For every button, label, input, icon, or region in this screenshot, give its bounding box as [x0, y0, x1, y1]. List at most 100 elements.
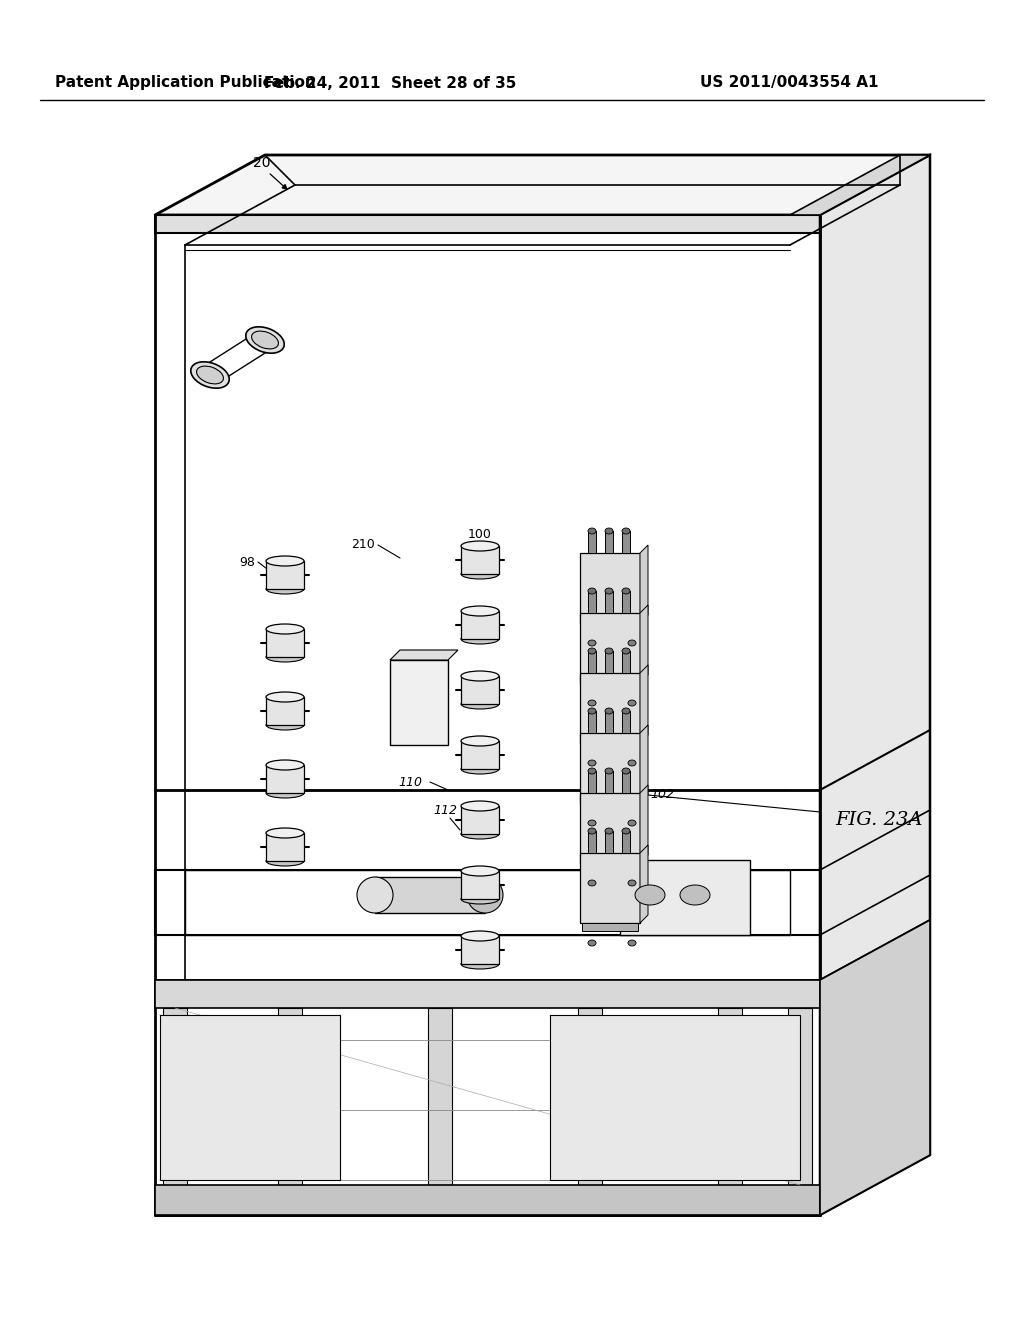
Ellipse shape: [266, 855, 304, 866]
Bar: [788, 1008, 812, 1185]
Bar: [582, 623, 638, 631]
Ellipse shape: [461, 569, 499, 579]
Polygon shape: [461, 871, 499, 899]
Ellipse shape: [588, 700, 596, 706]
Bar: [428, 1008, 452, 1185]
Polygon shape: [640, 785, 648, 863]
Ellipse shape: [266, 624, 304, 634]
Bar: [588, 531, 596, 553]
Ellipse shape: [605, 528, 613, 535]
Ellipse shape: [622, 708, 630, 714]
Text: Patent Application Publication: Patent Application Publication: [55, 75, 315, 91]
Ellipse shape: [588, 760, 596, 766]
Bar: [605, 591, 613, 612]
Bar: [622, 711, 630, 733]
Ellipse shape: [605, 648, 613, 653]
Polygon shape: [461, 741, 499, 770]
Ellipse shape: [461, 737, 499, 746]
Text: 98: 98: [240, 556, 255, 569]
Ellipse shape: [467, 876, 503, 913]
Ellipse shape: [266, 556, 304, 566]
Ellipse shape: [252, 331, 279, 348]
Bar: [580, 733, 640, 803]
Ellipse shape: [197, 366, 223, 384]
Bar: [605, 651, 613, 673]
Ellipse shape: [628, 640, 636, 645]
Ellipse shape: [357, 876, 393, 913]
Ellipse shape: [605, 708, 613, 714]
Ellipse shape: [622, 528, 630, 535]
Text: 102: 102: [650, 788, 674, 801]
Ellipse shape: [266, 788, 304, 799]
Bar: [605, 711, 613, 733]
Bar: [550, 1015, 800, 1180]
Bar: [718, 1008, 742, 1185]
Ellipse shape: [461, 960, 499, 969]
Text: 100: 100: [468, 528, 492, 541]
Ellipse shape: [461, 671, 499, 681]
Ellipse shape: [461, 634, 499, 644]
Bar: [588, 832, 596, 853]
Bar: [155, 979, 820, 1008]
Polygon shape: [266, 561, 304, 589]
Polygon shape: [461, 807, 499, 834]
Ellipse shape: [605, 828, 613, 834]
Text: 210: 210: [351, 539, 375, 552]
Polygon shape: [640, 845, 648, 923]
Polygon shape: [640, 665, 648, 743]
Ellipse shape: [628, 760, 636, 766]
Bar: [160, 1015, 340, 1180]
Ellipse shape: [635, 884, 665, 906]
Ellipse shape: [628, 820, 636, 826]
Polygon shape: [461, 611, 499, 639]
Ellipse shape: [266, 828, 304, 838]
Polygon shape: [790, 154, 930, 215]
Bar: [588, 651, 596, 673]
Ellipse shape: [461, 829, 499, 840]
Bar: [588, 591, 596, 612]
Ellipse shape: [588, 587, 596, 594]
Polygon shape: [640, 605, 648, 682]
Ellipse shape: [622, 587, 630, 594]
Polygon shape: [155, 154, 930, 215]
Polygon shape: [461, 546, 499, 574]
Ellipse shape: [628, 700, 636, 706]
Polygon shape: [375, 876, 485, 913]
Ellipse shape: [588, 648, 596, 653]
Ellipse shape: [588, 768, 596, 774]
Ellipse shape: [588, 528, 596, 535]
Ellipse shape: [588, 820, 596, 826]
Ellipse shape: [461, 700, 499, 709]
Bar: [588, 711, 596, 733]
Bar: [622, 531, 630, 553]
Polygon shape: [266, 697, 304, 725]
Bar: [620, 861, 750, 935]
Bar: [580, 793, 640, 863]
Polygon shape: [266, 766, 304, 793]
Bar: [622, 832, 630, 853]
Bar: [582, 743, 638, 751]
Polygon shape: [266, 833, 304, 861]
Ellipse shape: [622, 828, 630, 834]
Polygon shape: [155, 215, 820, 234]
Bar: [622, 651, 630, 673]
Polygon shape: [640, 725, 648, 803]
Ellipse shape: [628, 880, 636, 886]
Bar: [582, 803, 638, 810]
Ellipse shape: [605, 587, 613, 594]
Polygon shape: [640, 545, 648, 623]
Ellipse shape: [588, 940, 596, 946]
Ellipse shape: [461, 866, 499, 876]
Ellipse shape: [461, 894, 499, 904]
Bar: [278, 1008, 302, 1185]
Ellipse shape: [246, 327, 285, 354]
Bar: [578, 1008, 602, 1185]
Bar: [580, 673, 640, 743]
Ellipse shape: [461, 931, 499, 941]
Ellipse shape: [588, 708, 596, 714]
Ellipse shape: [266, 719, 304, 730]
Ellipse shape: [628, 940, 636, 946]
Text: Feb. 24, 2011  Sheet 28 of 35: Feb. 24, 2011 Sheet 28 of 35: [264, 75, 516, 91]
Bar: [622, 771, 630, 793]
Ellipse shape: [266, 760, 304, 770]
